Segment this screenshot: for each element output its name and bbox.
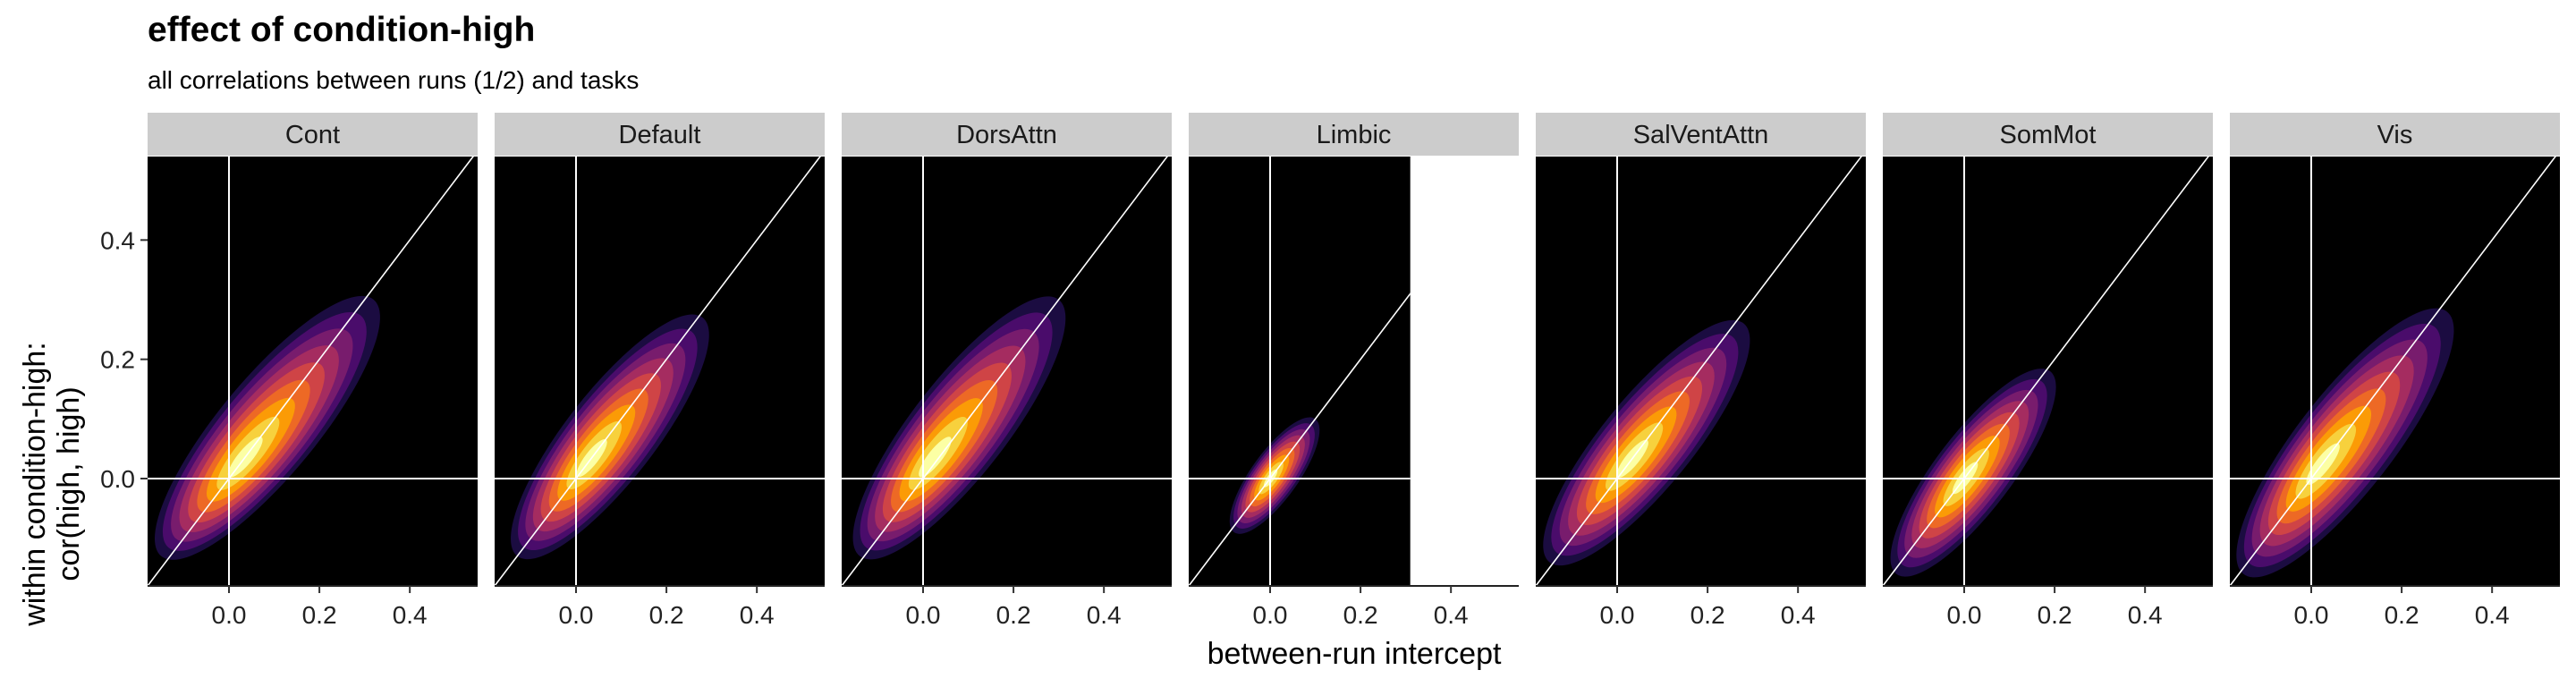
x-tick-label: 0.0 <box>1253 601 1288 629</box>
x-tick-label: 0.2 <box>1690 601 1725 629</box>
x-tick-label: 0.2 <box>649 601 684 629</box>
y-tick-label: 0.4 <box>100 226 135 254</box>
facet-strip <box>148 113 478 156</box>
identity-line <box>148 157 474 586</box>
x-tick-label: 0.0 <box>1947 601 1982 629</box>
facet-strip-label: SalVentAttn <box>1633 121 1769 149</box>
density-layer <box>495 157 825 586</box>
density-layer <box>1189 157 1411 586</box>
identity-line <box>495 157 821 586</box>
x-tick-label: 0.4 <box>740 601 775 629</box>
chart-title: effect of condition-high <box>148 11 536 49</box>
facet-strip <box>842 113 1172 156</box>
facet-strip <box>1536 113 1866 156</box>
identity-line <box>842 157 1168 586</box>
x-tick-label: 0.0 <box>212 601 247 629</box>
x-tick-label: 0.4 <box>393 601 428 629</box>
x-tick-label: 0.4 <box>1087 601 1122 629</box>
facet-strip-label: Limbic <box>1317 121 1392 149</box>
facet-strip-label: SomMot <box>2000 121 2097 149</box>
facet-panel-cont: Cont 0.0 0.2 0.4 <box>148 113 478 629</box>
facet-panel-sommot: SomMot 0.0 0.2 0.4 <box>1883 113 2213 629</box>
x-tick-label: 0.4 <box>1781 601 1816 629</box>
density-layer <box>1883 157 2213 586</box>
y-axis-title-line-2: cor(high, high) <box>52 386 86 581</box>
x-tick-label: 0.0 <box>906 601 941 629</box>
facet-panels: Cont 0.0 0.2 0.4 Default 0.0 0.2 0.4 DorsAttn 0.0… <box>148 113 2560 629</box>
facet-strip-label: Default <box>619 121 701 149</box>
density-contour <box>919 437 952 478</box>
density-layer <box>2230 157 2560 586</box>
density-layer <box>842 157 1172 586</box>
density-layer <box>148 157 478 586</box>
facet-strip-label: Cont <box>285 121 340 149</box>
facet-strip <box>1883 113 2213 156</box>
facet-strip <box>2230 113 2560 156</box>
x-tick-label: 0.2 <box>2038 601 2072 629</box>
chart-subtitle: all correlations between runs (1/2) and … <box>148 66 640 94</box>
x-tick-label: 0.2 <box>302 601 337 629</box>
x-tick-label: 0.0 <box>2294 601 2329 629</box>
y-axis-title-line-1: within condition-high: <box>18 342 52 627</box>
x-tick-label: 0.2 <box>996 601 1031 629</box>
x-tick-label: 0.2 <box>2385 601 2419 629</box>
density-layer <box>1536 157 1866 586</box>
x-tick-label: 0.0 <box>1600 601 1635 629</box>
y-tick-label: 0.0 <box>100 465 135 493</box>
identity-line <box>1189 293 1411 586</box>
facet-panel-default: Default 0.0 0.2 0.4 <box>495 113 825 629</box>
facet-panel-dorsattn: DorsAttn 0.0 0.2 0.4 <box>842 113 1172 629</box>
facet-strip <box>1189 113 1519 156</box>
facet-panel-vis: Vis 0.0 0.2 0.4 <box>2230 113 2560 629</box>
x-tick-label: 0.0 <box>559 601 594 629</box>
identity-line <box>1883 157 2209 586</box>
identity-line <box>2230 157 2556 586</box>
panel-background <box>1189 157 1411 586</box>
x-tick-label: 0.4 <box>1434 601 1469 629</box>
x-tick-label: 0.2 <box>1343 601 1378 629</box>
facet-panel-limbic: Limbic 0.0 0.2 0.4 <box>1189 113 1519 629</box>
x-axis-title: between-run intercept <box>1208 637 1502 671</box>
x-tick-label: 0.4 <box>2128 601 2163 629</box>
facet-strip-label: Vis <box>2377 121 2413 149</box>
facet-strip <box>495 113 825 156</box>
facet-strip-label: DorsAttn <box>956 121 1057 149</box>
y-axis: 0.0 0.2 0.4 <box>100 226 148 493</box>
y-tick-label: 0.2 <box>100 346 135 374</box>
identity-line <box>1536 157 1862 586</box>
x-tick-label: 0.4 <box>2475 601 2510 629</box>
facet-panel-salventattn: SalVentAttn 0.0 0.2 0.4 <box>1536 113 1866 629</box>
